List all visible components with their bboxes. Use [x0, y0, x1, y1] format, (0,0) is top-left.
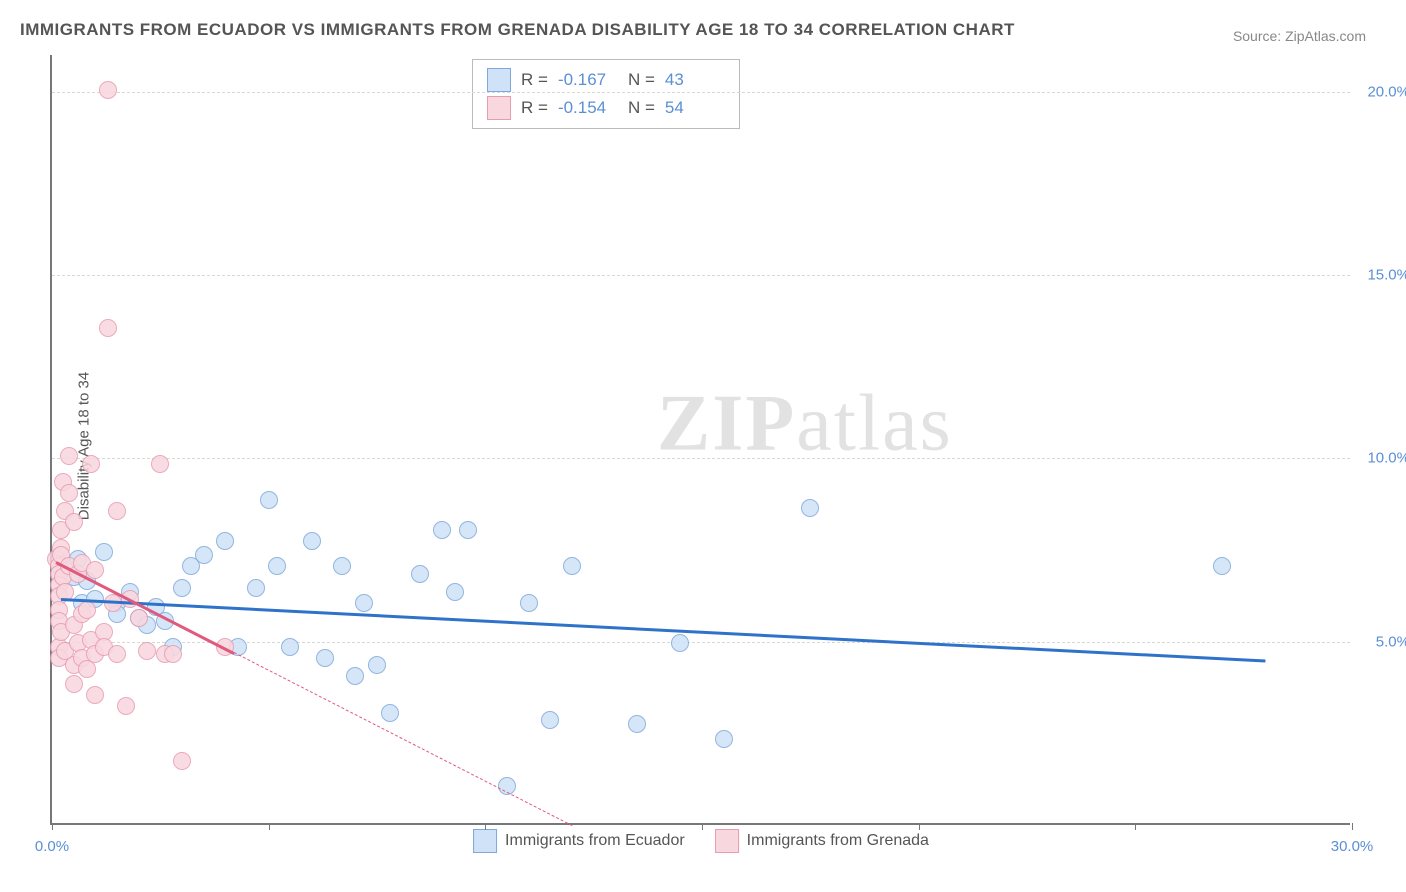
point-grenada	[99, 81, 117, 99]
point-grenada	[151, 455, 169, 473]
trend-line	[234, 652, 572, 826]
point-ecuador	[303, 532, 321, 550]
point-grenada	[164, 645, 182, 663]
point-ecuador	[333, 557, 351, 575]
r-label: R =	[521, 98, 548, 118]
watermark-rest: atlas	[796, 379, 953, 467]
x-tick	[1135, 823, 1136, 830]
r-value: -0.154	[558, 98, 618, 118]
stats-row: R = -0.154 N = 54	[487, 94, 725, 122]
correlation-stats-box: R = -0.167 N = 43 R = -0.154 N = 54	[472, 59, 740, 129]
gridline	[52, 275, 1350, 276]
point-grenada	[60, 447, 78, 465]
legend-swatch	[487, 96, 511, 120]
r-value: -0.167	[558, 70, 618, 90]
y-tick-label: 20.0%	[1355, 83, 1406, 100]
point-ecuador	[520, 594, 538, 612]
y-tick-label: 5.0%	[1355, 633, 1406, 650]
gridline	[52, 92, 1350, 93]
point-grenada	[108, 502, 126, 520]
x-tick-label: 30.0%	[1331, 838, 1374, 855]
point-grenada	[86, 561, 104, 579]
point-ecuador	[1213, 557, 1231, 575]
point-ecuador	[268, 557, 286, 575]
point-ecuador	[411, 565, 429, 583]
point-ecuador	[801, 499, 819, 517]
point-grenada	[78, 601, 96, 619]
r-label: R =	[521, 70, 548, 90]
point-grenada	[86, 686, 104, 704]
point-ecuador	[381, 704, 399, 722]
source-prefix: Source:	[1233, 28, 1285, 44]
point-grenada	[173, 752, 191, 770]
point-ecuador	[446, 583, 464, 601]
point-ecuador	[715, 730, 733, 748]
legend-swatch	[487, 68, 511, 92]
point-grenada	[99, 319, 117, 337]
gridline	[52, 642, 1350, 643]
point-ecuador	[346, 667, 364, 685]
point-ecuador	[541, 711, 559, 729]
source-link[interactable]: ZipAtlas.com	[1285, 28, 1366, 44]
legend-item: Immigrants from Grenada	[715, 829, 929, 853]
point-ecuador	[355, 594, 373, 612]
n-value: 54	[665, 98, 725, 118]
point-ecuador	[563, 557, 581, 575]
point-ecuador	[247, 579, 265, 597]
x-tick	[52, 823, 53, 830]
legend-swatch	[473, 829, 497, 853]
point-grenada	[108, 645, 126, 663]
n-label: N =	[628, 98, 655, 118]
x-tick	[269, 823, 270, 830]
point-grenada	[65, 513, 83, 531]
point-grenada	[117, 697, 135, 715]
point-ecuador	[433, 521, 451, 539]
x-tick	[702, 823, 703, 830]
scatter-plot-area: ZIPatlas R =-0.167N =43R =-0.154N =54 Im…	[50, 55, 1350, 825]
point-ecuador	[368, 656, 386, 674]
x-tick-label: 0.0%	[35, 838, 69, 855]
legend-item: Immigrants from Ecuador	[473, 829, 685, 853]
point-grenada	[130, 609, 148, 627]
point-ecuador	[260, 491, 278, 509]
point-ecuador	[628, 715, 646, 733]
x-tick	[919, 823, 920, 830]
point-grenada	[60, 484, 78, 502]
point-grenada	[65, 675, 83, 693]
watermark: ZIPatlas	[657, 378, 953, 469]
source-attribution: Source: ZipAtlas.com	[1233, 28, 1366, 44]
n-label: N =	[628, 70, 655, 90]
point-grenada	[138, 642, 156, 660]
chart-title: IMMIGRANTS FROM ECUADOR VS IMMIGRANTS FR…	[20, 20, 1015, 40]
point-grenada	[82, 455, 100, 473]
n-value: 43	[665, 70, 725, 90]
series-legend: Immigrants from Ecuador Immigrants from G…	[473, 829, 929, 853]
point-ecuador	[459, 521, 477, 539]
gridline	[52, 458, 1350, 459]
point-ecuador	[195, 546, 213, 564]
point-ecuador	[95, 543, 113, 561]
point-ecuador	[316, 649, 334, 667]
legend-label: Immigrants from Grenada	[747, 832, 929, 850]
point-ecuador	[671, 634, 689, 652]
stats-row: R = -0.167 N = 43	[487, 66, 725, 94]
point-ecuador	[281, 638, 299, 656]
point-ecuador	[216, 532, 234, 550]
x-tick	[1352, 823, 1353, 830]
x-tick	[485, 823, 486, 830]
point-ecuador	[173, 579, 191, 597]
y-tick-label: 15.0%	[1355, 267, 1406, 284]
watermark-bold: ZIP	[657, 379, 796, 467]
y-tick-label: 10.0%	[1355, 450, 1406, 467]
legend-swatch	[715, 829, 739, 853]
legend-label: Immigrants from Ecuador	[505, 832, 685, 850]
